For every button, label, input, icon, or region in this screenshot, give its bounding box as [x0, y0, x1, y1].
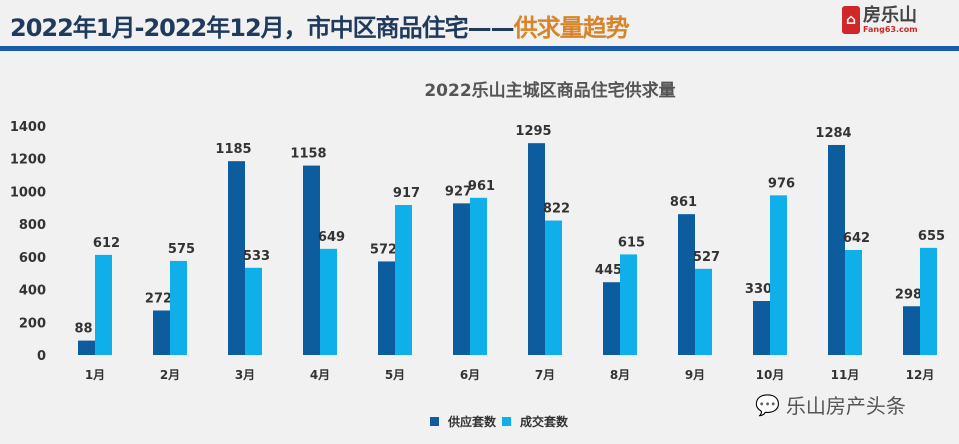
data-label: 1158 [290, 147, 326, 162]
legend-label-supply: 供应套数 [448, 415, 497, 429]
bar-supply [903, 306, 920, 355]
logo-url: Fang63.com [863, 24, 918, 34]
data-label: 445 [595, 263, 622, 278]
watermark-text: 乐山房产头条 [785, 394, 906, 418]
x-tick-label: 1月 [85, 368, 105, 382]
watermark: 💬 乐山房产头条 [755, 390, 906, 419]
data-label: 655 [918, 229, 945, 244]
x-tick-label: 9月 [685, 368, 705, 382]
data-label: 822 [543, 202, 570, 217]
bar-supply [153, 310, 170, 355]
data-label: 976 [768, 176, 795, 191]
bar-supply [228, 161, 245, 355]
logo-name: 房乐山 [863, 4, 917, 26]
data-label: 527 [693, 250, 720, 265]
bar-deal [695, 268, 712, 355]
data-label: 1284 [815, 126, 851, 141]
data-label: 575 [168, 242, 195, 257]
wechat-icon: 💬 [755, 392, 780, 417]
x-tick-label: 2月 [160, 368, 180, 382]
y-tick-label: 1000 [10, 185, 46, 200]
data-label: 88 [74, 322, 92, 337]
header-title-accent: 供求量趋势 [513, 14, 630, 42]
data-label: 533 [243, 249, 270, 264]
bar-deal [395, 205, 412, 355]
y-tick-label: 800 [19, 218, 46, 233]
bar-deal [320, 248, 337, 355]
chart-title: 2022乐山主城区商品住宅供求量 [424, 81, 676, 101]
data-label: 612 [93, 236, 120, 251]
bar-supply [378, 261, 395, 355]
bar-deal [95, 254, 112, 355]
bar-supply [828, 144, 845, 355]
bar-supply [603, 282, 620, 355]
data-label: 272 [145, 292, 172, 307]
legend: 供应套数 成交套数 [430, 413, 568, 430]
header-divider [0, 46, 959, 51]
y-tick-label: 600 [19, 251, 46, 266]
data-label: 917 [393, 186, 420, 201]
bar-deal [620, 254, 637, 355]
y-tick-label: 1400 [10, 120, 46, 135]
x-tick-label: 8月 [610, 368, 630, 382]
data-label: 961 [468, 179, 495, 194]
bar-deal [545, 220, 562, 355]
y-tick-label: 1200 [10, 153, 46, 168]
x-tick-label: 4月 [310, 368, 330, 382]
bar-deal [470, 197, 487, 355]
bar-supply [453, 203, 470, 355]
x-tick-label: 12月 [906, 368, 935, 382]
bar-supply [78, 340, 95, 355]
legend-swatch-supply [430, 417, 439, 426]
bar-deal [845, 249, 862, 355]
header-title: 2022年1月-2022年12月，市中区商品住宅—— [10, 14, 515, 42]
x-tick-label: 5月 [385, 368, 405, 382]
bar-deal [920, 247, 937, 355]
x-tick-label: 3月 [235, 368, 255, 382]
x-tick-label: 11月 [831, 368, 860, 382]
bar-supply [303, 165, 320, 355]
bar-supply [753, 301, 770, 355]
bar-deal [770, 195, 787, 355]
y-tick-label: 200 [19, 316, 46, 331]
data-label: 861 [670, 195, 697, 210]
x-tick-label: 6月 [460, 368, 480, 382]
bar-supply [528, 143, 545, 355]
bar-supply [678, 214, 695, 355]
data-label: 649 [318, 230, 345, 245]
data-label: 927 [445, 184, 472, 199]
data-label: 642 [843, 231, 870, 246]
logo-house-icon: ⌂ [842, 6, 860, 34]
legend-label-deal: 成交套数 [520, 415, 569, 429]
logo: ⌂ 房乐山 Fang63.com [842, 6, 918, 34]
data-label: 1295 [515, 124, 551, 139]
data-label: 298 [895, 287, 922, 302]
page-header: 2022年1月-2022年12月，市中区商品住宅——供求量趋势 [10, 8, 630, 43]
bar-deal [170, 260, 187, 355]
data-label: 330 [745, 282, 772, 297]
bar-deal [245, 267, 262, 355]
y-tick-label: 0 [37, 349, 46, 364]
legend-swatch-deal [502, 417, 512, 426]
x-tick-label: 10月 [756, 368, 785, 382]
data-label: 1185 [215, 142, 251, 157]
y-tick-label: 400 [19, 284, 46, 299]
data-label: 572 [370, 242, 397, 257]
x-tick-label: 7月 [535, 368, 555, 382]
data-label: 615 [618, 235, 645, 250]
